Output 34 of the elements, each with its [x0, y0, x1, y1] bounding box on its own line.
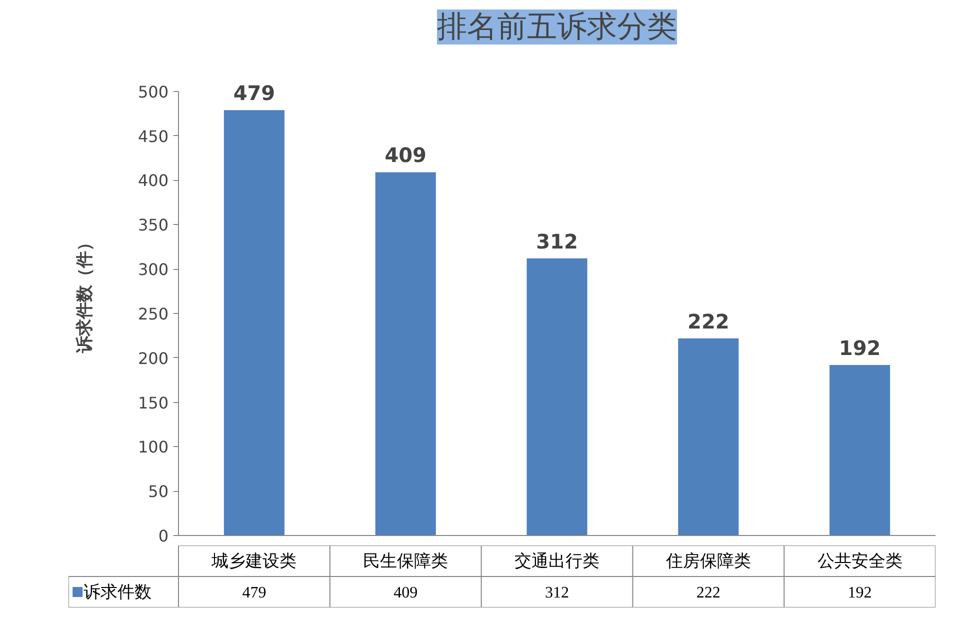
data-label: 409 [394, 584, 418, 602]
y-axis-title: 诉求件数（件） [74, 234, 95, 354]
data-label: 222 [696, 584, 720, 602]
legend-label: 诉求件数 [84, 582, 152, 602]
y-tick-label: 500 [138, 82, 169, 102]
y-tick-label: 400 [138, 171, 169, 190]
annotation: 312 [536, 229, 578, 254]
annotation: 222 [688, 309, 730, 334]
y-tick-label: 100 [138, 438, 169, 457]
y-tick-label: 250 [138, 304, 169, 324]
y-tick-label: 150 [138, 393, 169, 412]
x-tick-label: 民生保障类 [363, 552, 448, 570]
data-label: 312 [545, 584, 569, 602]
bar [375, 172, 436, 536]
bar [526, 258, 588, 536]
data-label: 479 [242, 584, 266, 602]
x-tick-label: 住房保障类 [664, 552, 751, 570]
y-tick-label: 200 [138, 348, 169, 368]
y-tick-label: 50 [148, 482, 168, 502]
x-tick-label: 交通出行类 [514, 552, 600, 570]
annotation: 479 [233, 81, 276, 106]
annotation: 409 [384, 143, 426, 168]
y-tick-label: 350 [138, 216, 169, 235]
y-tick-label: 450 [138, 126, 169, 146]
x-tick-label: 公共安全类 [817, 552, 902, 570]
y-tick-label: 300 [138, 260, 169, 280]
bar [224, 110, 284, 536]
chart-title: 排名前五诉求分类 [437, 10, 677, 44]
y-tick-label: 0 [158, 526, 169, 546]
bar [830, 364, 890, 536]
data-label: 192 [848, 584, 872, 602]
annotation: 192 [838, 336, 881, 360]
x-tick-label: 城乡建设类 [210, 552, 297, 570]
bar [678, 338, 739, 536]
